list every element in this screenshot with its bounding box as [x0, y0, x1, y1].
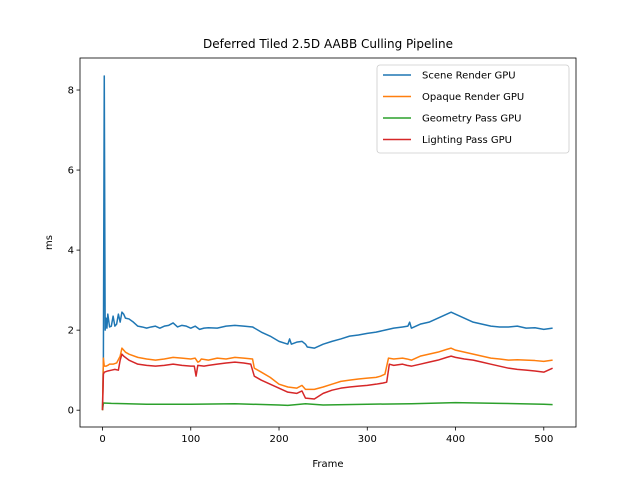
chart-title: Deferred Tiled 2.5D AABB Culling Pipelin… — [203, 37, 453, 51]
legend: Scene Render GPU Opaque Render GPU Geometr… — [376, 64, 570, 154]
legend-box — [376, 64, 570, 154]
series-line-2 — [101, 401, 553, 411]
legend-label-1: Opaque Render GPU — [422, 92, 524, 103]
legend-label-2: Geometry Pass GPU — [422, 114, 521, 125]
axes-frame — [79, 57, 577, 428]
legend-label-3: Lighting Pass GPU — [422, 135, 512, 146]
x-tick-label-3: 300 — [358, 434, 377, 445]
y-tick-label-3: 6 — [68, 166, 74, 177]
x-tick-label-0: 0 — [99, 434, 105, 445]
series-line-3 — [101, 353, 553, 411]
series-line-0 — [101, 75, 553, 410]
y-axis-label: ms — [44, 235, 55, 250]
x-tick-label-5: 500 — [534, 434, 553, 445]
y-axis: 0 2 4 6 8 — [68, 86, 80, 417]
series-layer — [101, 75, 553, 411]
y-tick-label-0: 0 — [68, 406, 74, 417]
x-tick-label-1: 100 — [181, 434, 200, 445]
series-line-1 — [101, 347, 553, 411]
plot-area — [79, 57, 577, 428]
legend-label-0: Scene Render GPU — [422, 71, 516, 82]
x-tick-label-4: 400 — [446, 434, 465, 445]
x-tick-label-2: 200 — [269, 434, 288, 445]
x-axis-label: Frame — [312, 459, 343, 470]
y-tick-label-1: 2 — [68, 326, 74, 337]
y-tick-label-2: 4 — [68, 246, 74, 257]
x-axis: 0 100 200 300 400 500 — [99, 427, 553, 445]
y-tick-label-4: 8 — [68, 86, 74, 97]
